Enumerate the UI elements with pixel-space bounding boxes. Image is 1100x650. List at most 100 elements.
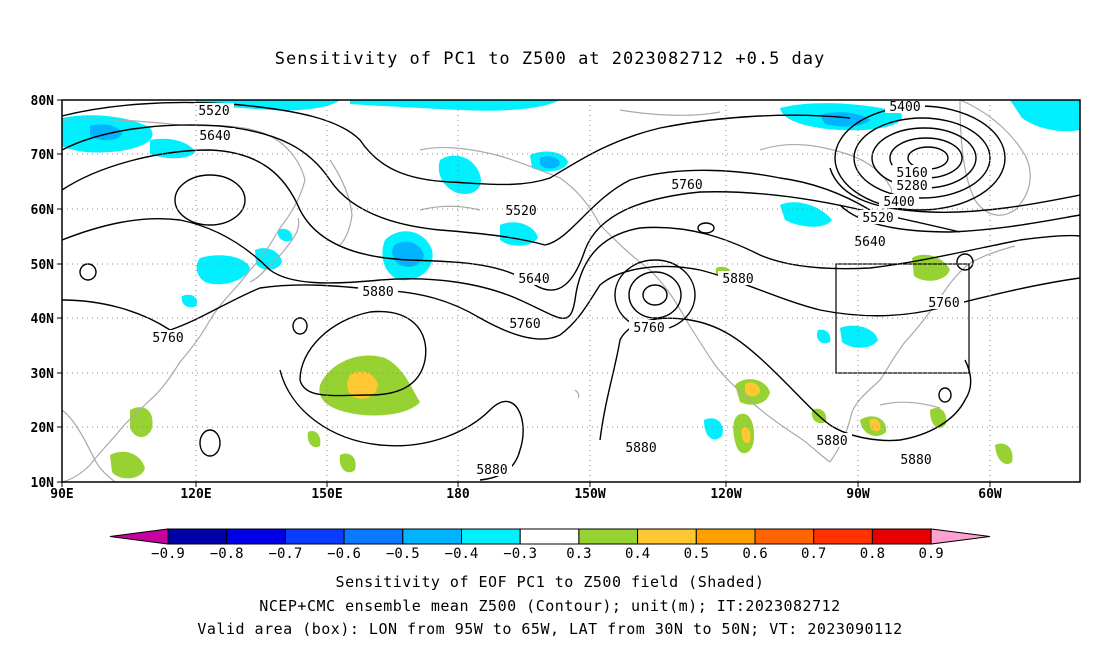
contour-5640 — [62, 124, 871, 246]
shade-pos — [130, 407, 153, 437]
colorbar-swatch — [402, 528, 462, 545]
shade-pos — [995, 443, 1013, 465]
lat-tick-label: 80N — [31, 94, 55, 109]
coast-na-east — [829, 245, 1016, 463]
colorbar-label: −0.8 — [210, 546, 244, 562]
coast-arctic — [619, 109, 721, 116]
colorbar-label: −0.5 — [386, 546, 420, 562]
colorbar — [109, 528, 991, 545]
contour-low-ring — [628, 271, 682, 319]
colorbar-swatch — [167, 528, 228, 545]
lat-tick-label: 40N — [31, 312, 55, 327]
colorbar-label: 0.9 — [918, 546, 943, 562]
lat-tick-label: 50N — [31, 258, 55, 273]
contour-5880-high — [299, 310, 427, 397]
caption-contour: NCEP+CMC ensemble mean Z500 (Contour); u… — [259, 597, 841, 615]
colorbar-swatch — [343, 528, 404, 545]
contour-label-bg — [621, 440, 661, 454]
shade-neg — [150, 138, 195, 159]
shade-neg — [438, 155, 481, 195]
colorbar-label: 0.4 — [625, 546, 650, 562]
contour-small-ring — [292, 317, 308, 335]
colorbar-swatch — [284, 528, 345, 545]
shade-neg — [1010, 100, 1080, 132]
contour-label: 5520 — [862, 211, 893, 226]
colorbar-low-end — [109, 528, 169, 545]
contour-label: 5880 — [722, 272, 753, 287]
contour-label-bg — [195, 128, 235, 142]
contour-small-ring — [938, 387, 952, 403]
contour-label: 5760 — [928, 296, 959, 311]
map-title: Sensitivity of PC1 to Z500 at 2023082712… — [274, 49, 826, 69]
shade-pos — [339, 453, 356, 473]
shade-pos — [307, 430, 321, 448]
coast-kamchatka — [329, 159, 353, 246]
contour-label: 5400 — [889, 100, 920, 115]
contour-5880-south — [279, 369, 524, 481]
lon-tick-label: 120W — [710, 487, 741, 502]
contour-low-ring — [642, 284, 668, 306]
shade-pos-strong — [741, 426, 751, 444]
colorbar-label: −0.3 — [503, 546, 537, 562]
contour-label-bg — [885, 99, 925, 113]
contour-small-ring — [79, 263, 97, 281]
shade-pos — [912, 254, 950, 281]
contour-label: 5760 — [633, 321, 664, 336]
contour-low-ring — [853, 117, 991, 199]
shade-neg — [500, 222, 538, 246]
colorbar-swatch — [226, 528, 286, 545]
contour-label-bg — [358, 284, 398, 298]
contour-label-bg — [472, 462, 512, 476]
longitude-ticks: 90E 120E 150E 180 150W 120W 90W 60W — [50, 482, 1002, 502]
contour-label: 5520 — [198, 104, 229, 119]
colorbar-label: −0.9 — [151, 546, 185, 562]
coast-seasia — [62, 409, 116, 482]
contour-5400-band — [829, 167, 1080, 213]
lon-tick-label: 120E — [180, 487, 211, 502]
contour-label-bg — [148, 330, 188, 344]
shade-neg-strong — [540, 156, 560, 169]
colorbar-label: −0.6 — [327, 546, 361, 562]
shade-neg — [350, 100, 560, 111]
contour-label: 5640 — [518, 272, 549, 287]
contour-label: 5880 — [476, 463, 507, 478]
lat-tick-label: 30N — [31, 367, 55, 382]
colorbar-label: 0.6 — [742, 546, 767, 562]
contour-label: 5160 — [896, 166, 927, 181]
latitude-ticks: 80N 70N 60N 50N 40N 30N 20N 10N — [31, 94, 62, 491]
caption-valid-area: Valid area (box): LON from 95W to 65W, L… — [197, 620, 903, 638]
lat-tick-label: 70N — [31, 148, 55, 163]
colorbar-swatch — [519, 528, 580, 545]
colorbar-label: 0.7 — [801, 546, 826, 562]
colorbar-swatch — [461, 528, 521, 545]
colorbar-label: 0.5 — [684, 546, 709, 562]
shade-pos — [110, 451, 145, 479]
contour-label: 5760 — [671, 178, 702, 193]
contour-labels: 5520 5640 5520 5640 5760 5880 5760 5760 5880 5880… — [148, 99, 964, 478]
caption-shaded: Sensitivity of EOF PC1 to Z500 field (Sh… — [335, 573, 765, 591]
colorbar-swatch — [871, 528, 932, 545]
shade-pos — [930, 407, 947, 428]
shade-neg — [196, 100, 340, 111]
contour-label-bg — [924, 295, 964, 309]
contour-label-bg — [896, 452, 936, 466]
contour-label-bg — [514, 271, 554, 285]
contour-small-ring — [199, 429, 221, 457]
lon-tick-label: 60W — [978, 487, 1002, 502]
shade-neg — [704, 418, 723, 440]
coast-aleutians — [419, 205, 481, 211]
contour-label: 5880 — [625, 441, 656, 456]
contour-label: 5640 — [199, 129, 230, 144]
colorbar-high-end — [930, 528, 991, 545]
contour-small-ring — [697, 222, 715, 234]
gridlines — [62, 100, 1080, 482]
shade-pos-strong — [869, 418, 881, 432]
coastlines — [62, 100, 1031, 482]
contour-label-bg — [892, 165, 932, 179]
lon-tick-label: 90W — [846, 487, 870, 502]
shade-neg — [181, 294, 198, 308]
contour-label-bg — [501, 203, 541, 217]
lon-tick-label: 150W — [574, 487, 605, 502]
contour-label-bg — [892, 178, 932, 192]
